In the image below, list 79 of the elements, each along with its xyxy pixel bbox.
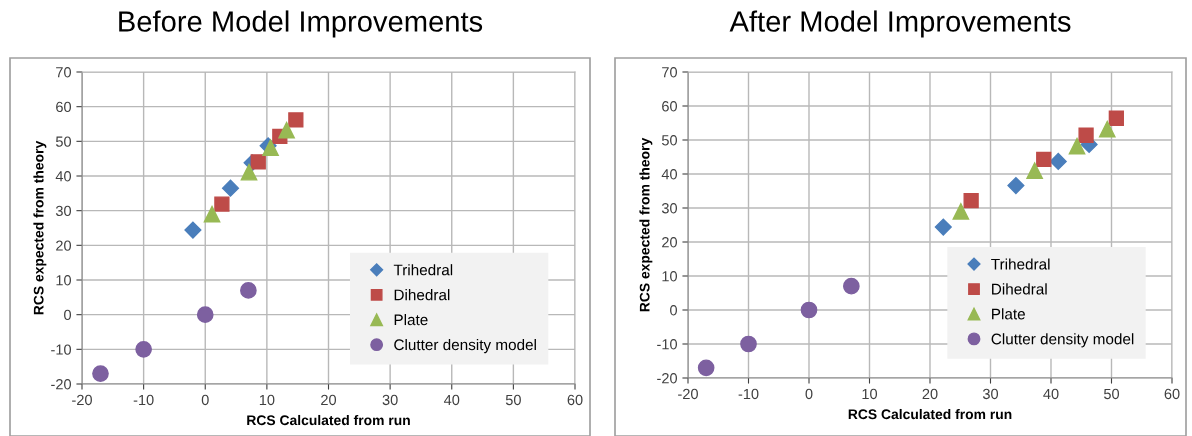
point — [1078, 127, 1094, 143]
legend-label: Dihedral — [992, 283, 1047, 295]
point — [250, 154, 266, 170]
chart-title: Before Model Improvements — [119, 10, 483, 38]
point — [184, 221, 202, 239]
y-tick-label: -10 — [51, 344, 72, 355]
x-tick-label: 60 — [567, 394, 583, 406]
point — [1007, 177, 1025, 195]
x-tick-label: 0 — [201, 394, 209, 406]
x-tick-label: 30 — [382, 394, 398, 406]
x-axis-title: RCS Calculated from run — [247, 414, 410, 426]
y-tick-label: 0 — [64, 309, 72, 321]
legend-label: Plate — [992, 308, 1025, 320]
point — [288, 112, 304, 128]
x-tick-label: 40 — [1043, 388, 1059, 400]
x-tick-label: 40 — [443, 394, 460, 406]
x-tick-label: 10 — [259, 394, 275, 406]
y-tick-label: -20 — [51, 379, 72, 390]
y-axis-title: RCS expected from theory — [639, 137, 653, 312]
point — [740, 335, 757, 353]
x-tick-label: 20 — [922, 388, 938, 400]
chart-title: After Model Improvements — [729, 10, 1071, 38]
x-axis-title: RCS Calculated from run — [848, 408, 1012, 420]
y-tick-label: 70 — [56, 67, 72, 78]
point — [278, 121, 295, 139]
x-tick-label: 20 — [321, 394, 337, 406]
y-tick-label: -10 — [657, 339, 678, 350]
x-tick-label: -10 — [133, 394, 154, 406]
point — [92, 365, 109, 382]
legend-label: Dihedral — [394, 289, 450, 301]
x-tick-label: 30 — [982, 388, 999, 400]
point — [952, 203, 970, 220]
y-axis-title: RCS expected from theory — [33, 140, 47, 315]
y-tick-label: 40 — [661, 169, 678, 180]
point — [800, 301, 818, 319]
point — [240, 282, 257, 299]
x-tick-label: 0 — [805, 388, 813, 400]
x-tick-label: 10 — [862, 388, 878, 400]
x-tick-label: 50 — [1103, 388, 1120, 400]
x-tick-label: -20 — [678, 388, 698, 400]
point — [1049, 152, 1067, 170]
y-tick-label: 60 — [56, 101, 72, 113]
point — [1108, 110, 1124, 126]
legend-label: Plate — [394, 314, 428, 326]
point — [934, 218, 952, 236]
legend-label: Clutter density model — [991, 333, 1134, 348]
point — [843, 277, 860, 295]
point — [196, 306, 214, 324]
y-tick-label: 10 — [662, 271, 678, 282]
y-tick-label: 50 — [661, 135, 678, 146]
y-tick-label: 20 — [56, 240, 72, 251]
point — [1068, 137, 1086, 155]
point — [240, 163, 258, 181]
point — [963, 192, 979, 209]
y-tick-label: 0 — [670, 305, 678, 316]
x-tick-label: -20 — [72, 394, 92, 406]
x-tick-label: 50 — [505, 394, 521, 406]
y-tick-label: 50 — [55, 136, 72, 147]
point — [203, 205, 221, 223]
x-tick-label: -10 — [738, 388, 759, 400]
point — [135, 340, 152, 358]
legend-label: Trihedral — [393, 264, 453, 276]
y-tick-label: 60 — [662, 101, 678, 112]
point — [214, 196, 230, 212]
y-tick-label: -20 — [657, 373, 678, 384]
y-tick-label: 20 — [662, 237, 678, 248]
y-tick-label: 30 — [55, 205, 72, 217]
y-tick-label: 10 — [56, 275, 72, 286]
point — [697, 359, 715, 377]
point — [1098, 120, 1116, 138]
y-tick-label: 30 — [661, 203, 678, 214]
legend-label: Trihedral — [991, 258, 1050, 270]
x-tick-label: 60 — [1164, 388, 1180, 400]
point — [1026, 162, 1043, 179]
legend-label: Clutter density model — [394, 338, 536, 354]
y-tick-label: 40 — [55, 171, 72, 182]
point — [221, 179, 240, 197]
y-tick-label: 70 — [662, 67, 678, 78]
point — [1036, 151, 1052, 168]
